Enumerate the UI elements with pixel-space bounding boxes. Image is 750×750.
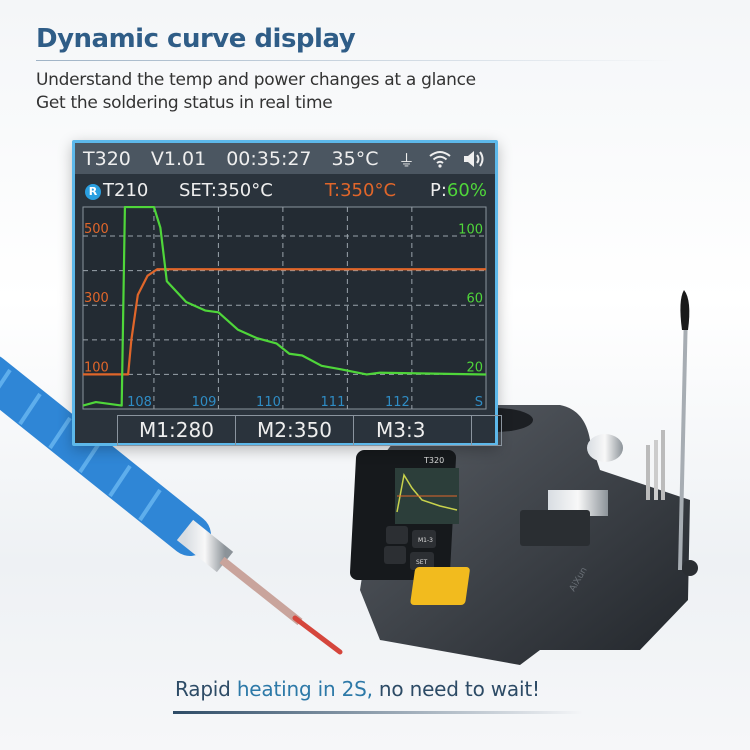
- wifi-icon: [428, 150, 451, 168]
- tagline-underline: [173, 711, 583, 714]
- x-axis-tick: 110: [256, 395, 281, 410]
- x-axis-tick: 108: [127, 395, 152, 410]
- preset-m1[interactable]: M1:280: [118, 416, 236, 445]
- speaker-icon: [463, 150, 483, 167]
- tagline-highlight: heating in 2S,: [236, 677, 373, 701]
- power: P:60%: [430, 180, 487, 201]
- tip-model: T210: [103, 180, 149, 201]
- left-axis-tick: 100: [84, 360, 109, 375]
- temp-value: 350°C: [340, 180, 397, 201]
- subtitle-line-2: Get the soldering status in real time: [36, 93, 333, 113]
- right-axis-tick: 60: [466, 291, 483, 306]
- tagline-end: no need to wait!: [372, 677, 540, 701]
- info-row: R T210 SET:350°C T:350°C P:60%: [75, 177, 495, 207]
- left-axis-tick: 500: [84, 222, 109, 237]
- r-badge: R: [85, 184, 101, 200]
- current-temp: T:350°C: [325, 180, 396, 201]
- right-axis-tick: 100: [458, 222, 483, 237]
- station-model: T320: [423, 456, 444, 465]
- preset-button-label: M1-3: [418, 537, 433, 544]
- cleaning-sponge: [410, 567, 470, 605]
- right-axis-tick: 20: [466, 360, 483, 375]
- left-axis-tick: 300: [84, 291, 109, 306]
- set-button-label: SET: [416, 559, 428, 566]
- model-label: T320: [83, 147, 131, 170]
- headline-divider: [36, 60, 676, 61]
- x-axis-tick: 112: [385, 395, 410, 410]
- ambient-temp: 35°C: [331, 147, 379, 170]
- tagline-start: Rapid: [175, 677, 237, 701]
- controller-screen: T320 V1.01 00:35:27 35°C ⏚ R T210 SET:35…: [72, 140, 502, 446]
- tagline: Rapid heating in 2S, no need to wait!: [175, 677, 540, 701]
- power-line: [82, 206, 487, 407]
- power-label: P:: [430, 180, 447, 201]
- x-axis-unit: S: [475, 395, 483, 410]
- x-axis-tick: 109: [192, 395, 217, 410]
- x-axis-tick: 111: [321, 395, 346, 410]
- temp-label: T:: [325, 180, 341, 201]
- version-label: V1.01: [150, 147, 207, 170]
- preset-m3[interactable]: M3:3: [354, 416, 472, 445]
- temperature-line: [83, 268, 486, 376]
- soldering-iron: [0, 356, 343, 655]
- status-bar: T320 V1.01 00:35:27 35°C ⏚: [75, 143, 495, 174]
- power-value: 60%: [446, 180, 487, 201]
- usb-icon: ⏚: [398, 150, 415, 170]
- set-temp: SET:350°C: [179, 180, 273, 201]
- plot-area: [82, 206, 487, 410]
- preset-m2[interactable]: M2:350: [236, 416, 354, 445]
- headline: Dynamic curve display: [36, 24, 356, 54]
- subtitle-line-1: Understand the temp and power changes at…: [36, 70, 476, 90]
- clock: 00:35:27: [226, 147, 312, 170]
- preset-bar: M1:280 M2:350 M3:3: [117, 415, 502, 446]
- temp-power-chart: 500 300 100 100 60 20 108 109 110 111 112 S: [82, 206, 487, 410]
